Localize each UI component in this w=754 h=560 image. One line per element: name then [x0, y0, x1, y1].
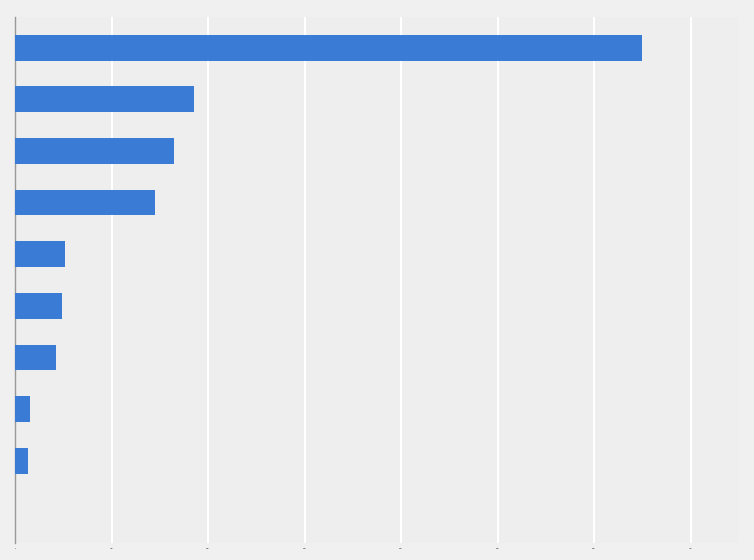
Bar — [15, 241, 66, 267]
Bar — [15, 86, 194, 112]
Bar — [15, 293, 63, 319]
Bar — [15, 138, 174, 164]
Bar — [15, 448, 28, 474]
Bar — [15, 35, 642, 60]
Bar — [15, 396, 29, 422]
Bar — [15, 190, 155, 216]
Bar — [15, 344, 56, 370]
